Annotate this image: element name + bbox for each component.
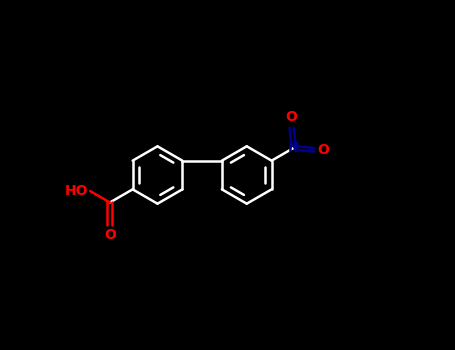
Text: O: O bbox=[286, 110, 298, 124]
Text: O: O bbox=[104, 228, 116, 242]
Text: HO: HO bbox=[65, 184, 88, 198]
Text: N: N bbox=[288, 141, 299, 155]
Text: O: O bbox=[317, 143, 329, 157]
